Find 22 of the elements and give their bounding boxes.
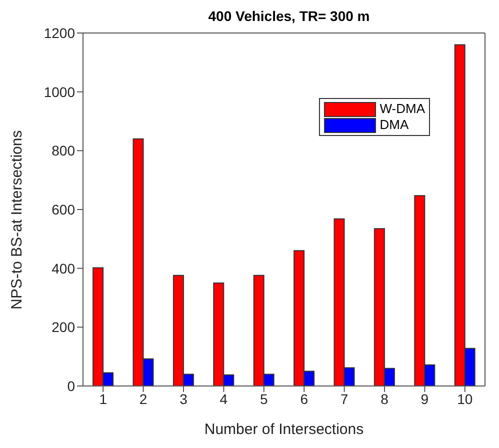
y-axis-title: NPS-to BS-at Intersections <box>8 130 26 310</box>
x-tick-label: 6 <box>300 390 308 407</box>
y-tick-label: 1200 <box>44 24 76 41</box>
x-axis-title: Number of Intersections <box>204 421 364 438</box>
chart-title: 400 Vehicles, TR= 300 m <box>207 8 371 24</box>
legend-label: DMA <box>380 117 409 133</box>
y-tick-label: 800 <box>52 142 76 159</box>
y-tick-label: 0 <box>67 378 76 394</box>
y-tick-label: 600 <box>52 201 76 218</box>
y-tick-label: 200 <box>52 319 76 336</box>
x-tick-label: 4 <box>220 390 228 407</box>
x-tick-label: 10 <box>457 390 473 407</box>
x-tick-label: 2 <box>139 390 148 407</box>
x-tick-label: 9 <box>420 390 429 407</box>
x-tick-label: 1 <box>99 390 108 407</box>
y-tick-label: 1000 <box>44 84 76 100</box>
x-tick-label: 8 <box>380 390 389 407</box>
x-tick-label: 3 <box>180 390 188 407</box>
y-tick-label: 400 <box>52 260 76 276</box>
x-tick-label: 7 <box>340 390 348 407</box>
legend-label: W-DMA <box>380 101 425 117</box>
x-tick-label: 5 <box>260 390 268 407</box>
